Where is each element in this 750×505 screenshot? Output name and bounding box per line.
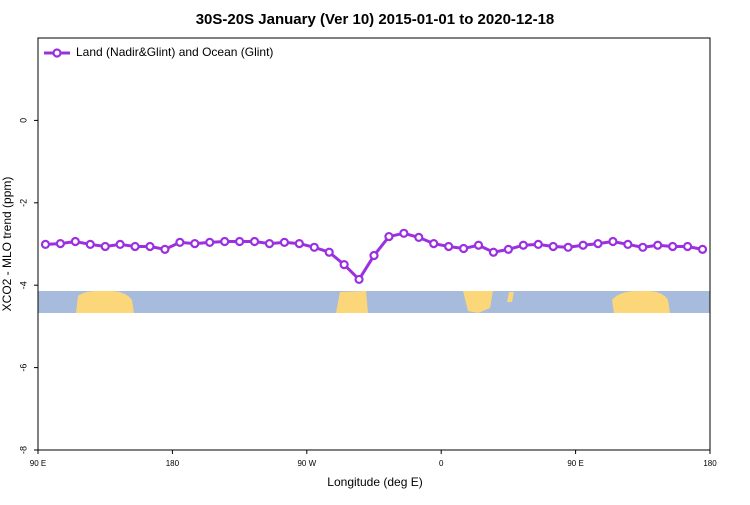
data-point	[563, 242, 573, 252]
x-tick-label: 90 W	[297, 459, 316, 468]
data-point	[593, 238, 603, 249]
data-point	[279, 237, 289, 247]
chart-title: 30S-20S January (Ver 10) 2015-01-01 to 2…	[196, 11, 555, 28]
legend-label: Land (Nadir&Glint) and Ocean (Glint)	[76, 45, 273, 59]
data-point	[175, 237, 185, 247]
data-point	[608, 236, 618, 247]
data-point	[473, 240, 484, 250]
legend-marker	[52, 48, 62, 58]
data-point	[70, 236, 80, 247]
data-point	[682, 241, 693, 252]
data-point	[220, 236, 230, 247]
data-point	[235, 236, 245, 247]
x-tick-label: 90 E	[30, 459, 46, 468]
data-point	[85, 239, 95, 250]
data-point	[339, 260, 349, 270]
y-tick-label: -8	[18, 446, 28, 454]
data-point	[578, 240, 588, 250]
data-point	[429, 238, 439, 249]
data-point	[518, 240, 528, 250]
data-point	[205, 237, 215, 247]
data-point	[115, 239, 125, 250]
y-tick-label: 0	[18, 118, 28, 123]
data-point	[414, 232, 424, 243]
data-point	[160, 244, 170, 254]
data-point	[623, 239, 633, 250]
y-axis-label: XCO2 - MLO trend (ppm)	[0, 177, 14, 312]
data-point	[55, 238, 66, 249]
data-point	[444, 241, 454, 252]
data-point	[384, 231, 394, 242]
data-point	[488, 247, 499, 257]
x-tick-label: 180	[703, 459, 717, 468]
data-point	[638, 242, 648, 252]
y-tick-label: -2	[18, 199, 28, 207]
data-point	[100, 241, 110, 252]
data-point	[264, 238, 275, 249]
data-point	[653, 240, 663, 250]
y-tick-label: -4	[18, 281, 28, 289]
data-point	[459, 243, 469, 254]
data-point	[668, 241, 678, 252]
data-point	[40, 239, 51, 250]
data-point	[503, 244, 513, 254]
x-tick-label: 180	[166, 459, 180, 468]
data-point	[249, 236, 260, 247]
data-point	[354, 274, 364, 285]
data-point	[697, 244, 708, 254]
data-point	[533, 239, 543, 250]
x-tick-label: 0	[439, 459, 444, 468]
y-tick-label: -6	[18, 364, 28, 372]
map-strip	[38, 290, 710, 313]
data-point	[324, 247, 334, 257]
data-point	[145, 241, 155, 252]
data-point	[548, 241, 558, 252]
data-point	[294, 238, 304, 249]
data-point	[369, 250, 379, 261]
x-axis-label: Longitude (deg E)	[327, 475, 422, 489]
x-tick-label: 90 E	[567, 459, 583, 468]
data-point	[130, 241, 140, 252]
data-point	[309, 242, 319, 252]
plot-frame	[37, 37, 711, 451]
data-point	[190, 238, 200, 249]
data-point	[399, 228, 409, 238]
